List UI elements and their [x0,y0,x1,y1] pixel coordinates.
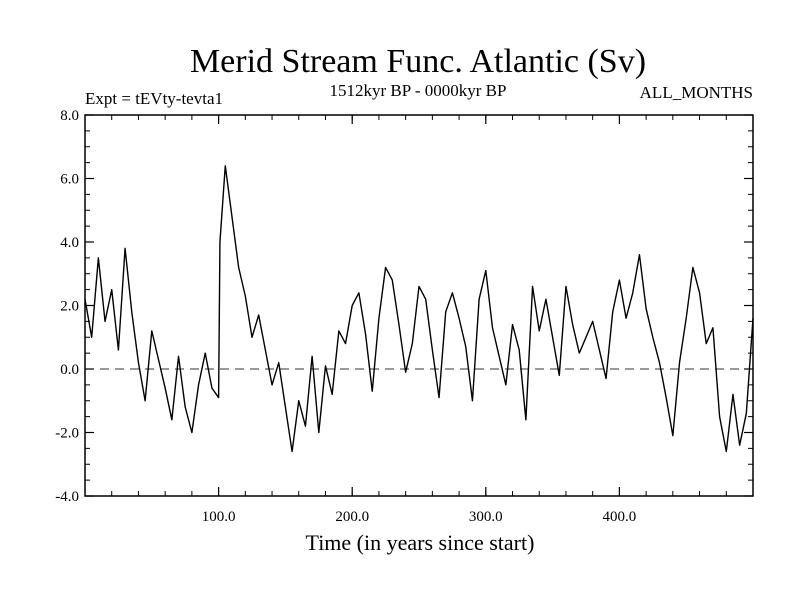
chart-title: Merid Stream Func. Atlantic (Sv) [190,43,646,80]
chart-subtitle-right: ALL_MONTHS [640,83,753,102]
y-tick-label: 2.0 [60,299,79,315]
chart-subtitle-left: Expt = tEVty-tevta1 [85,89,223,108]
x-tick-label: 200.0 [335,509,369,525]
x-tick-label: 400.0 [603,509,637,525]
y-tick-label: -4.0 [55,489,79,505]
y-tick-label: 0.0 [60,362,79,378]
series-line [84,165,754,453]
x-tick-label: 100.0 [202,509,236,525]
chart-subtitle-center: 1512kyr BP - 0000kyr BP [330,81,507,100]
y-tick-label: -2.0 [55,426,79,442]
x-axis-label: Time (in years since start) [306,530,535,555]
plot-frame [84,114,754,497]
y-tick-label: 4.0 [60,235,79,251]
y-tick-label: 6.0 [60,172,79,188]
y-tick-label: 8.0 [60,108,79,124]
x-tick-label: 300.0 [469,509,503,525]
